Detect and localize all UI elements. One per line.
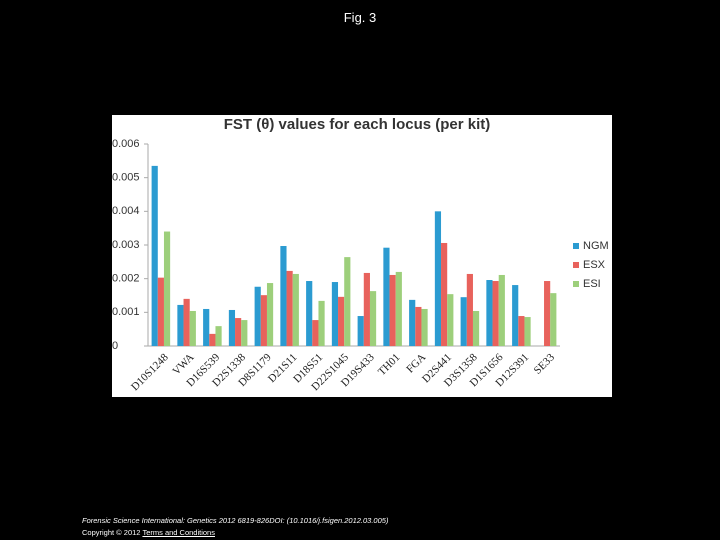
copyright: Copyright © 2012: [82, 528, 141, 537]
legend-swatch: [573, 281, 579, 287]
bar: [512, 285, 519, 346]
bar: [151, 165, 158, 346]
bar: [254, 286, 261, 346]
bar: [466, 273, 473, 346]
bar: [389, 274, 396, 346]
bar: [228, 309, 236, 346]
bar: [292, 273, 299, 346]
bar: [318, 300, 325, 346]
bar: [518, 316, 525, 346]
bar: [357, 316, 364, 346]
y-tick-label: 0.003: [112, 239, 140, 251]
legend-label: ESX: [583, 259, 606, 271]
legend-swatch: [573, 243, 579, 249]
bar: [203, 308, 210, 346]
bar: [447, 294, 454, 346]
bar: [472, 310, 480, 346]
y-tick-label: 0.001: [112, 306, 140, 318]
citation: Forensic Science International: Genetics…: [82, 516, 389, 525]
bar: [163, 231, 171, 346]
bar: [421, 308, 428, 346]
legend-label: NGM: [583, 240, 609, 252]
x-tick-label: SE33: [532, 351, 558, 377]
bar: [157, 277, 164, 346]
chart-title: FST (θ) values for each locus (per kit): [224, 116, 491, 133]
bar: [395, 271, 402, 346]
bar: [306, 281, 313, 346]
chart: FST (θ) values for each locus (per kit) …: [112, 115, 612, 397]
bar: [241, 320, 248, 346]
bar: [383, 247, 390, 346]
bar: [492, 281, 499, 346]
bar: [344, 257, 351, 346]
copyright-line: Copyright © 2012 Terms and Conditions: [82, 528, 215, 537]
x-tick-label: D10S1248: [129, 351, 171, 393]
bar: [235, 318, 242, 346]
bar: [524, 317, 531, 346]
bar: [286, 270, 293, 346]
bar: [260, 295, 267, 346]
bar: [280, 246, 287, 346]
bar: [460, 297, 467, 346]
bar: [189, 310, 196, 346]
y-tick-label: 0.005: [112, 172, 140, 184]
bar: [415, 306, 422, 346]
figure-title: Fig. 3: [343, 10, 377, 25]
bar: [312, 320, 319, 346]
bar: [369, 291, 377, 346]
bar: [486, 280, 493, 346]
bar: [544, 281, 551, 346]
bar: [177, 304, 184, 346]
y-tick-label: 0.002: [112, 273, 140, 285]
legend-label: ESI: [583, 278, 601, 290]
bar: [215, 326, 222, 346]
x-tick-label: TH01: [376, 351, 403, 378]
legend-swatch: [573, 262, 579, 268]
y-tick-label: 0.006: [112, 138, 140, 150]
bar: [266, 283, 274, 346]
bar: [441, 242, 448, 346]
bar: [338, 296, 345, 346]
bar: [409, 299, 416, 346]
bar: [363, 272, 370, 346]
bar: [498, 274, 505, 346]
bar: [434, 211, 442, 346]
bar: [550, 293, 557, 346]
y-tick-label: 0: [112, 340, 118, 352]
bar: [331, 282, 339, 346]
terms-link[interactable]: Terms and Conditions: [142, 528, 215, 537]
bar: [183, 298, 190, 346]
bar: [209, 333, 216, 346]
y-tick-label: 0.004: [112, 205, 140, 217]
